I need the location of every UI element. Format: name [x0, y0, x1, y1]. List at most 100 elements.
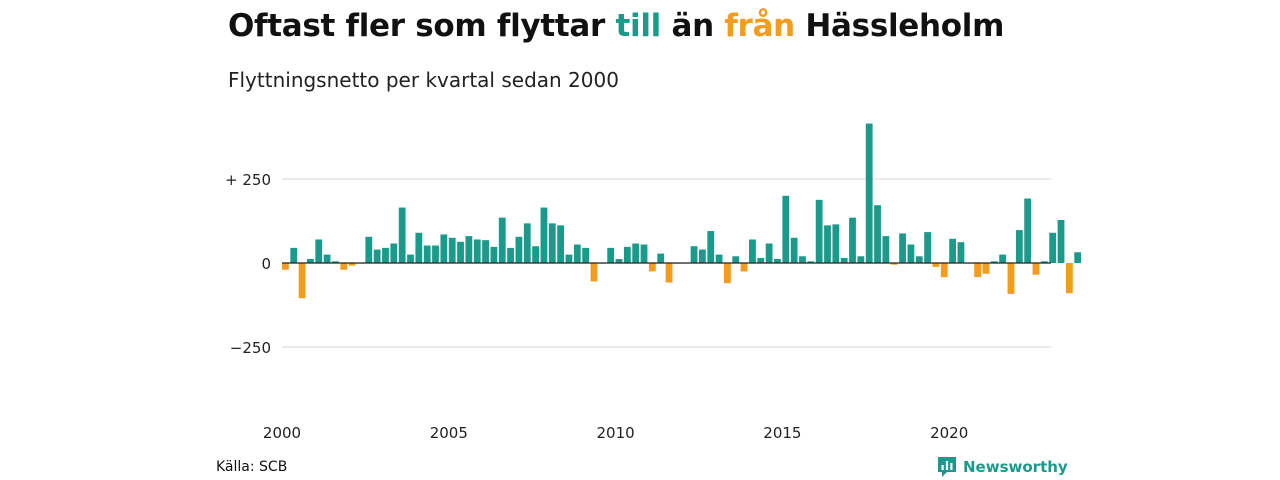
bar: [565, 254, 573, 263]
bar: [490, 246, 498, 263]
bar: [924, 232, 931, 263]
bar: [615, 258, 623, 263]
bar: [307, 258, 314, 263]
bar: [765, 243, 773, 263]
bar: [715, 254, 723, 263]
x-tick-label: 2020: [930, 424, 968, 442]
bar: [782, 195, 790, 263]
bar: [432, 245, 439, 263]
bar: [440, 234, 448, 263]
bar: [382, 247, 389, 263]
bar: [740, 263, 748, 272]
bar: [473, 239, 481, 263]
bar: [832, 224, 840, 263]
bar: [915, 256, 923, 263]
bar: [1040, 261, 1048, 263]
bar: [590, 263, 598, 282]
bar: [548, 223, 556, 263]
bar: [365, 236, 373, 263]
bar: [582, 247, 590, 263]
bar: [648, 263, 656, 272]
y-tick-label: + 250: [225, 171, 271, 189]
bar: [348, 263, 356, 266]
chart-subtitle: Flyttningsnetto per kvartal sedan 2000: [228, 68, 619, 92]
bar: [373, 249, 381, 263]
title-in-word: till: [615, 8, 661, 44]
bar: [398, 207, 406, 263]
bar: [699, 249, 706, 263]
x-tick-label: 2000: [263, 424, 301, 442]
x-tick-label: 2010: [597, 424, 635, 442]
bar: [340, 263, 348, 270]
bar: [632, 243, 640, 263]
title-out-word: från: [724, 8, 795, 44]
bar: [1007, 263, 1015, 294]
bar: [824, 225, 831, 263]
bar: [282, 263, 289, 270]
bar: [482, 240, 489, 263]
bar: [982, 263, 990, 274]
brand-logo: Newsworthy: [937, 456, 1068, 478]
bar: [465, 236, 473, 263]
bar: [999, 254, 1007, 263]
bar: [1032, 263, 1040, 275]
newsworthy-logo-icon: [938, 457, 956, 477]
bar: [724, 263, 731, 284]
bar: [1015, 230, 1023, 263]
bar: [657, 253, 665, 263]
y-tick-label: −250: [230, 339, 271, 357]
bar: [1024, 198, 1032, 263]
brand-name: Newsworthy: [963, 458, 1068, 476]
title-part: Hässleholm: [794, 8, 1005, 44]
bar: [507, 247, 514, 263]
bar: [557, 225, 565, 263]
bar: [890, 263, 898, 265]
bar: [457, 241, 464, 263]
bar: [882, 236, 890, 263]
bar: [940, 263, 948, 278]
bar: [607, 247, 615, 263]
bar: [623, 246, 631, 263]
chart-title: Oftast fler som flyttar till än från Häs…: [228, 8, 1004, 44]
title-part: Oftast fler som flyttar: [228, 8, 616, 44]
bar: [774, 258, 781, 263]
bar: [1065, 263, 1073, 294]
bar: [874, 205, 881, 263]
bar: [423, 245, 431, 263]
bar: [1057, 219, 1065, 263]
bar: [974, 263, 982, 278]
bar: [690, 246, 698, 263]
bar: [807, 261, 815, 263]
bar: [573, 244, 581, 263]
bar: [840, 257, 848, 263]
bar: [498, 217, 506, 263]
x-tick-label: 2015: [763, 424, 801, 442]
bar: [523, 223, 531, 263]
bar: [949, 238, 956, 263]
bar: [640, 244, 648, 263]
bar: [990, 261, 998, 263]
bar: [515, 236, 523, 263]
bar: [857, 256, 865, 263]
bar: [540, 207, 548, 263]
title-part: än: [660, 8, 725, 44]
bar: [407, 254, 414, 263]
bar: [665, 263, 673, 283]
y-tick-label: 0: [261, 255, 271, 273]
bar: [799, 256, 806, 263]
bar: [290, 247, 298, 263]
bar: [323, 254, 331, 263]
source-label: Källa: SCB: [216, 459, 288, 475]
bar: [1049, 232, 1057, 263]
x-tick-label: 2005: [430, 424, 468, 442]
bar: [1074, 252, 1082, 263]
bar: [315, 239, 323, 263]
bar: [849, 217, 856, 263]
bar: [298, 263, 306, 299]
bar: [815, 199, 823, 263]
bar: [757, 257, 765, 263]
bar: [957, 242, 965, 263]
bar: [732, 256, 740, 263]
bar: [332, 261, 339, 263]
